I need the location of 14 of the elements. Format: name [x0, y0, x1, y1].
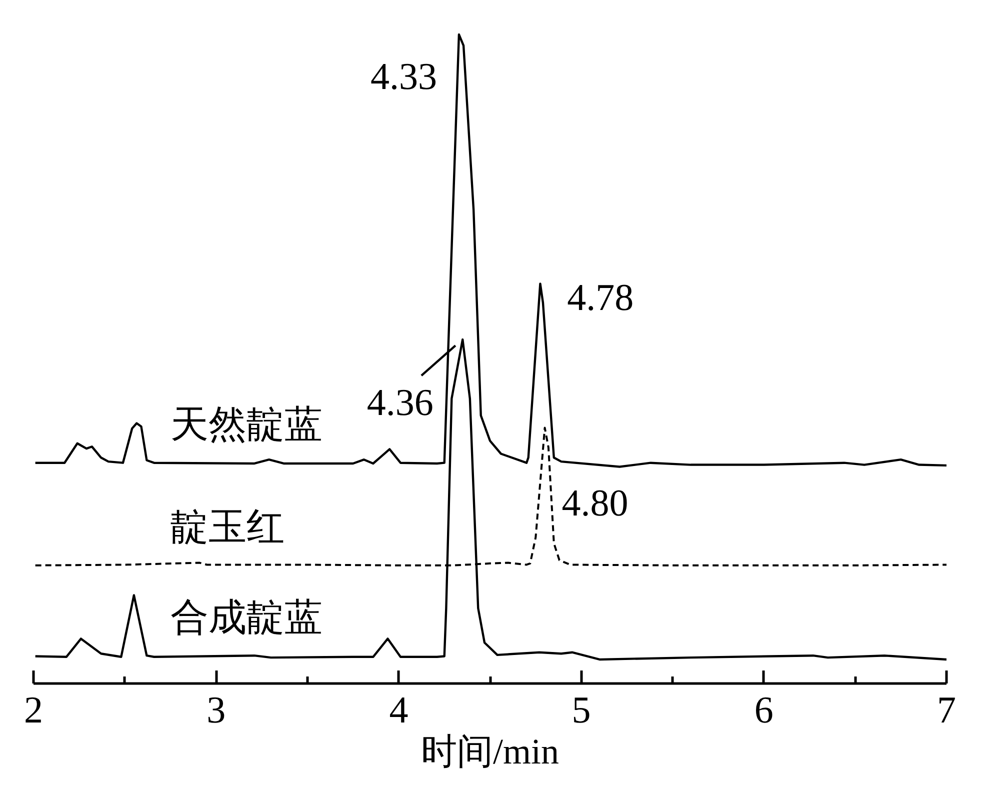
annotation: 4.78 [567, 277, 634, 320]
x-tick-label: 6 [754, 690, 774, 732]
x-tick-label: 2 [24, 690, 43, 732]
series-label: 天然靛蓝 [170, 404, 322, 446]
x-axis-title: 时间/min [420, 732, 560, 772]
x-tick-label: 3 [206, 690, 226, 732]
annotation: 4.80 [562, 482, 628, 524]
series-label: 合成靛蓝 [170, 597, 322, 640]
series-label: 靛玉红 [170, 506, 284, 548]
x-tick-label: 5 [572, 690, 591, 732]
annotation: 4.36 [366, 382, 434, 424]
annotation: 4.33 [370, 56, 437, 98]
x-tick-label: 4 [389, 690, 408, 732]
x-tick-label: 7 [937, 690, 956, 732]
